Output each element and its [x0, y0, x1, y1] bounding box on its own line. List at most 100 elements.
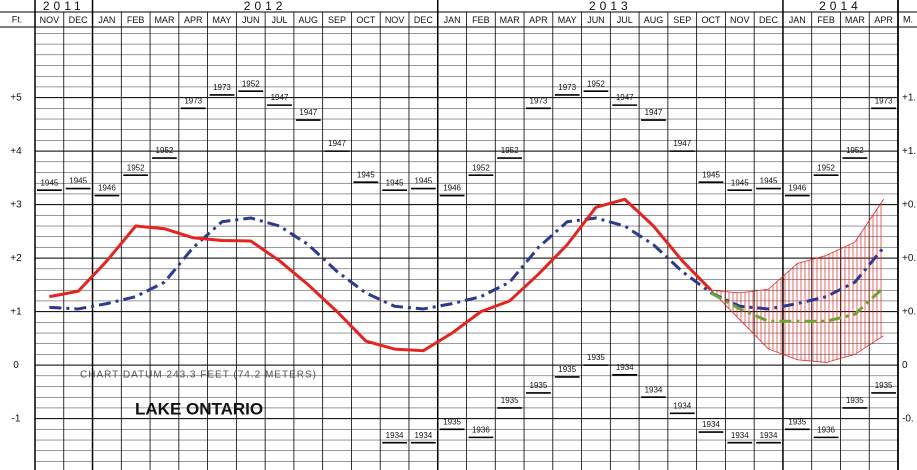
record-high-year: 1945	[702, 170, 720, 179]
record-high-year: 1973	[530, 96, 548, 105]
x-tick-label: OCT	[702, 15, 722, 25]
record-high-year: 1952	[817, 163, 835, 172]
x-tick-label: JAN	[444, 15, 461, 25]
record-high-year: 1947	[645, 108, 663, 117]
record-high-year: 1947	[328, 139, 346, 148]
x-tick-label: FEB	[127, 15, 145, 25]
y-tick-label: +3	[10, 199, 22, 210]
record-low-year: 1935	[558, 365, 576, 374]
year-label: 2012	[244, 0, 287, 13]
record-low-year: 1935	[587, 353, 605, 362]
y2-tick-label: +0.	[902, 306, 916, 317]
record-low-year: 1934	[731, 431, 749, 440]
x-tick-label: MAR	[500, 15, 521, 25]
x-tick-label: APR	[184, 15, 203, 25]
record-high-year: 1952	[127, 163, 145, 172]
x-tick-label: SEP	[673, 15, 691, 25]
y2-tick-label: 0	[902, 360, 908, 371]
year-label: 2014	[819, 0, 862, 13]
record-low-year: 1935	[846, 396, 864, 405]
x-tick-label: NOV	[40, 15, 60, 25]
x-tick-label: OCT	[356, 15, 376, 25]
record-high-year: 1945	[69, 177, 87, 186]
lake-title: LAKE ONTARIO	[135, 399, 263, 418]
record-high-year: 1973	[184, 96, 202, 105]
series-line	[49, 197, 713, 353]
record-low-year: 1934	[645, 385, 663, 394]
record-high-year: 1946	[443, 184, 461, 193]
record-high-year: 1946	[98, 184, 116, 193]
x-tick-label: JUN	[587, 15, 605, 25]
record-high-year: 1952	[242, 79, 260, 88]
x-tick-label: DEC	[759, 15, 779, 25]
record-high-year: 1946	[788, 184, 806, 193]
record-high-year: 1945	[414, 177, 432, 186]
x-tick-label: NOV	[385, 15, 405, 25]
year-label: 2011	[43, 0, 85, 13]
x-tick-label: JUN	[242, 15, 260, 25]
x-tick-label: APR	[874, 15, 893, 25]
x-tick-label: SEP	[328, 15, 346, 25]
record-high-year: 1945	[40, 178, 58, 187]
x-tick-label: APR	[529, 15, 548, 25]
record-high-year: 1952	[156, 146, 174, 155]
y2-tick-label: -0.	[902, 413, 914, 424]
x-tick-label: MAR	[154, 15, 175, 25]
year-label: 2013	[589, 0, 632, 13]
record-low-year: 1934	[414, 431, 432, 440]
record-high-year: 1952	[846, 146, 864, 155]
record-high-year: 1973	[875, 96, 893, 105]
series-line	[49, 216, 885, 311]
x-tick-label: DEC	[414, 15, 434, 25]
y-tick-label: +5	[10, 92, 22, 103]
series-line	[710, 199, 884, 294]
x-tick-label: MAY	[213, 15, 232, 25]
x-tick-label: MAR	[845, 15, 866, 25]
y2-tick-label: +1.	[902, 92, 916, 103]
y2-tick-label: +1.	[902, 146, 916, 157]
record-low-year: 1935	[530, 381, 548, 390]
record-low-year: 1934	[702, 420, 720, 429]
record-high-year: 1945	[386, 178, 404, 187]
record-low-year: 1935	[501, 396, 519, 405]
record-low-year: 1936	[817, 425, 835, 434]
record-high-year: 1947	[673, 139, 691, 148]
record-low-year: 1936	[472, 425, 490, 434]
record-low-year: 1934	[386, 431, 404, 440]
record-high-year: 1973	[213, 83, 231, 92]
record-high-year: 1945	[760, 177, 778, 186]
record-high-year: 1952	[587, 79, 605, 88]
record-low-year: 1934	[616, 363, 634, 372]
x-tick-label: NOV	[730, 15, 750, 25]
record-low-year: 1935	[443, 417, 461, 426]
x-tick-label: AUG	[299, 15, 319, 25]
record-low-year: 1934	[760, 431, 778, 440]
record-low-year: 1934	[673, 401, 691, 410]
x-tick-label: DEC	[69, 15, 89, 25]
x-tick-label: AUG	[644, 15, 664, 25]
record-high-year: 1973	[558, 83, 576, 92]
y-tick-label: +4	[10, 146, 22, 157]
record-high-year: 1947	[299, 108, 317, 117]
y-axis-title: Ft.	[12, 14, 23, 24]
y2-tick-label: +0.	[902, 253, 916, 264]
record-high-year: 1952	[501, 146, 519, 155]
x-tick-label: JUL	[617, 15, 633, 25]
x-tick-label: MAY	[558, 15, 577, 25]
x-tick-label: FEB	[817, 15, 835, 25]
y-tick-label: +2	[10, 253, 22, 264]
record-high-year: 1945	[731, 178, 749, 187]
record-high-year: 1952	[472, 163, 490, 172]
y2-tick-label: +0.	[902, 199, 916, 210]
y-tick-label: +1	[10, 306, 22, 317]
record-low-year: 1935	[875, 381, 893, 390]
record-low-year: 1935	[788, 417, 806, 426]
y2-axis-title: M.	[903, 14, 913, 24]
series-line	[710, 286, 885, 323]
x-tick-label: JAN	[789, 15, 806, 25]
x-tick-label: FEB	[472, 15, 490, 25]
x-tick-label: JUL	[272, 15, 288, 25]
record-high-year: 1945	[357, 170, 375, 179]
record-high-year: 1947	[616, 93, 634, 102]
